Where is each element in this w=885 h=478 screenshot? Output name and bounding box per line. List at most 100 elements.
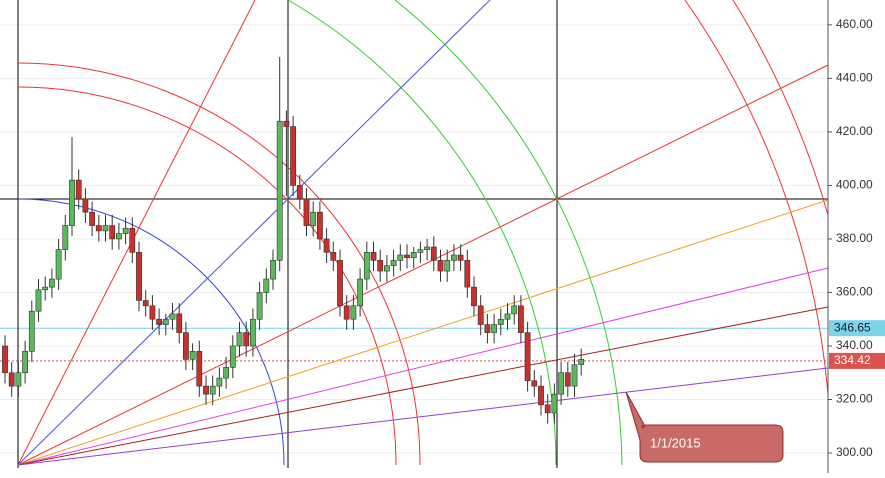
candle-body [48, 278, 55, 288]
candle-body [350, 305, 357, 320]
candle-body [229, 345, 236, 368]
candle-body [303, 198, 310, 226]
arc [17, 86, 397, 466]
candle-body [28, 310, 35, 352]
callout [625, 391, 784, 463]
candle-body [457, 254, 464, 261]
candle-body [263, 278, 270, 293]
fan-line [17, 199, 829, 466]
candle-body [256, 292, 263, 320]
candle-body [450, 254, 457, 261]
candle-body [243, 332, 250, 347]
fan-line [17, 267, 829, 466]
candle-body [189, 351, 196, 360]
candle-body [142, 300, 149, 307]
y-tick-label: 360.00 [836, 285, 873, 299]
candle-body [55, 249, 62, 280]
y-tick-label: 300.00 [836, 445, 873, 459]
y-tick-label: 340.00 [836, 338, 873, 352]
candle-body [296, 185, 303, 200]
fan-line [17, 367, 829, 466]
candle-body [330, 252, 337, 261]
y-tick-label: 440.00 [836, 71, 873, 85]
candle-body [504, 313, 511, 320]
candle-body [156, 318, 162, 325]
candle-body [404, 254, 410, 258]
candle-body [75, 179, 82, 200]
price-tag [829, 320, 885, 337]
y-tick-label: 420.00 [836, 124, 873, 138]
y-tick-label: 380.00 [836, 231, 873, 245]
candle-body [209, 385, 216, 395]
candle-body [558, 372, 564, 395]
candle-body [383, 265, 390, 272]
fan-line [17, 64, 829, 466]
candle-body [370, 252, 377, 261]
price-label: 334.42 [834, 353, 871, 367]
candle-body [430, 246, 437, 261]
annotation[interactable]: 1/1/2015 [625, 391, 784, 463]
candle-body [377, 260, 384, 272]
candle-body [276, 120, 283, 261]
candle-body [397, 254, 404, 261]
candle-body [491, 324, 497, 333]
candle-body [183, 332, 189, 360]
arc [684, 0, 829, 396]
candle-body [136, 252, 142, 301]
candle-body [169, 313, 176, 320]
candle-body [564, 372, 571, 387]
candle-body [223, 367, 229, 379]
candle-body [216, 377, 223, 387]
candle-body [410, 252, 417, 258]
candle-body [149, 305, 156, 320]
arc [17, 198, 285, 466]
candle-body [8, 372, 15, 387]
y-tick-label: 320.00 [836, 392, 873, 406]
candle-body [236, 332, 243, 347]
price-tag [829, 352, 885, 369]
candle-body [444, 260, 451, 272]
candle-body [310, 211, 317, 226]
candle-body [69, 179, 75, 226]
candle-body [316, 211, 323, 240]
candle-body [162, 318, 169, 325]
price-label: 346.65 [834, 320, 871, 334]
candle-body [390, 260, 397, 267]
y-axis: 300.00 320.00 340.00 360.00 380.00 400.00 420.… [828, 17, 885, 459]
candle-body [42, 286, 49, 291]
candle-body [116, 233, 122, 240]
candle-body [22, 351, 28, 374]
candle-body [323, 238, 330, 253]
arc [394, 0, 623, 466]
candle-body [176, 313, 183, 333]
candle-body [484, 324, 491, 333]
candle-body [424, 246, 430, 250]
candle-body [122, 227, 129, 234]
candle-body [544, 404, 551, 414]
candle-body [511, 305, 518, 315]
candle-body [538, 385, 544, 406]
candle-body [497, 318, 504, 325]
candles [2, 56, 585, 424]
arc [732, 0, 829, 216]
candle-body [464, 260, 471, 288]
candle-body [417, 249, 424, 253]
candle-body [524, 332, 531, 382]
candle-body [357, 278, 363, 307]
candle-body [363, 252, 370, 280]
candle-body [290, 126, 296, 186]
candle-body [571, 364, 578, 387]
candle-body [2, 345, 8, 374]
candle-body [129, 227, 136, 253]
candle-body [15, 372, 22, 387]
candle-body [437, 260, 444, 272]
candle-body [196, 351, 203, 387]
grid [0, 24, 828, 454]
candle-body [203, 385, 209, 395]
fan-line [17, 0, 256, 466]
arc [17, 62, 421, 466]
candle-body [89, 211, 95, 226]
candle-body [35, 289, 42, 312]
annotation-text: 1/1/2015 [650, 435, 701, 450]
